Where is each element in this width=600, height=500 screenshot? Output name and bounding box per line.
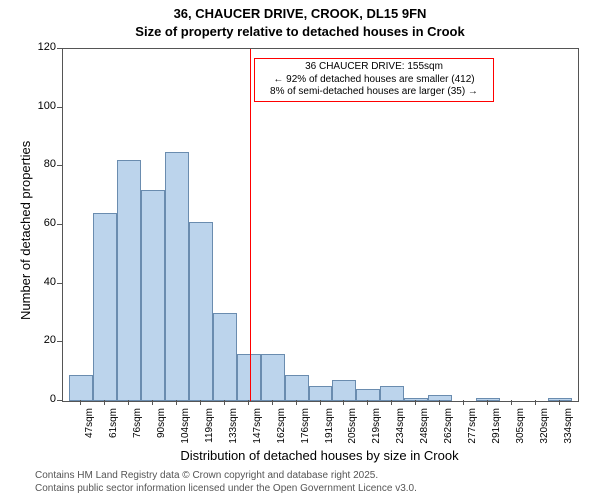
y-tick [57, 341, 62, 342]
x-tick [176, 400, 177, 405]
histogram-bar [237, 354, 261, 401]
marker-line [250, 49, 251, 401]
histogram-bar [380, 386, 404, 401]
x-tick [415, 400, 416, 405]
y-tick-label: 0 [26, 393, 56, 405]
histogram-bar [548, 398, 572, 401]
x-tick-label: 191sqm [324, 408, 335, 452]
x-tick [296, 400, 297, 405]
x-tick [511, 400, 512, 405]
histogram-bar [309, 386, 333, 401]
histogram-bar [356, 389, 380, 401]
histogram-bar [141, 190, 165, 401]
x-tick-label: 320sqm [539, 408, 550, 452]
histogram-bar [93, 213, 117, 401]
x-tick-label: 104sqm [180, 408, 191, 452]
annotation-line3: 8% of semi-detached houses are larger (3… [259, 86, 489, 99]
x-tick [80, 400, 81, 405]
x-tick-label: 61sqm [108, 408, 119, 452]
y-tick [57, 400, 62, 401]
histogram-bar [285, 375, 309, 401]
x-tick [559, 400, 560, 405]
y-tick-label: 20 [26, 334, 56, 346]
x-tick-label: 47sqm [84, 408, 95, 452]
histogram-bar [261, 354, 285, 401]
annotation-box: 36 CHAUCER DRIVE: 155sqm ← 92% of detach… [254, 58, 494, 102]
chart-title-line1: 36, CHAUCER DRIVE, CROOK, DL15 9FN [0, 6, 600, 21]
x-tick-label: 162sqm [276, 408, 287, 452]
y-tick [57, 165, 62, 166]
y-tick-label: 120 [26, 41, 56, 53]
y-tick-label: 80 [26, 158, 56, 170]
histogram-bar [213, 313, 237, 401]
x-tick-label: 90sqm [156, 408, 167, 452]
x-tick [367, 400, 368, 405]
footnote-2: Contains public sector information licen… [35, 483, 417, 494]
x-tick-label: 219sqm [371, 408, 382, 452]
x-tick-label: 291sqm [491, 408, 502, 452]
x-tick-label: 262sqm [443, 408, 454, 452]
x-tick [487, 400, 488, 405]
x-tick-label: 147sqm [252, 408, 263, 452]
x-tick [535, 400, 536, 405]
x-tick-label: 334sqm [563, 408, 574, 452]
x-tick [320, 400, 321, 405]
histogram-bar [428, 395, 452, 401]
annotation-header: 36 CHAUCER DRIVE: 155sqm [259, 61, 489, 74]
y-tick-label: 100 [26, 100, 56, 112]
histogram-bar [69, 375, 93, 401]
x-tick-label: 76sqm [132, 408, 143, 452]
x-tick [152, 400, 153, 405]
chart-title-line2: Size of property relative to detached ho… [0, 24, 600, 39]
x-tick-label: 176sqm [300, 408, 311, 452]
histogram-bar [165, 152, 189, 401]
x-tick-label: 119sqm [204, 408, 215, 452]
x-tick [104, 400, 105, 405]
y-tick-label: 60 [26, 217, 56, 229]
histogram-bar [332, 380, 356, 401]
x-tick-label: 305sqm [515, 408, 526, 452]
x-tick [391, 400, 392, 405]
x-tick-label: 205sqm [347, 408, 358, 452]
x-tick-label: 277sqm [467, 408, 478, 452]
x-tick-label: 133sqm [228, 408, 239, 452]
x-tick [343, 400, 344, 405]
y-tick [57, 107, 62, 108]
x-tick [439, 400, 440, 405]
x-tick [128, 400, 129, 405]
footnote-1: Contains HM Land Registry data © Crown c… [35, 470, 378, 481]
histogram-bar [189, 222, 213, 401]
x-tick-label: 234sqm [395, 408, 406, 452]
y-tick [57, 283, 62, 284]
x-tick [463, 400, 464, 405]
x-tick [224, 400, 225, 405]
histogram-bar [117, 160, 141, 401]
x-tick [248, 400, 249, 405]
x-tick [200, 400, 201, 405]
y-tick [57, 48, 62, 49]
histogram-bar [476, 398, 500, 401]
x-tick [272, 400, 273, 405]
y-tick [57, 224, 62, 225]
x-tick-label: 248sqm [419, 408, 430, 452]
y-tick-label: 40 [26, 276, 56, 288]
histogram-bar [404, 398, 428, 401]
annotation-line2: ← 92% of detached houses are smaller (41… [259, 74, 489, 87]
